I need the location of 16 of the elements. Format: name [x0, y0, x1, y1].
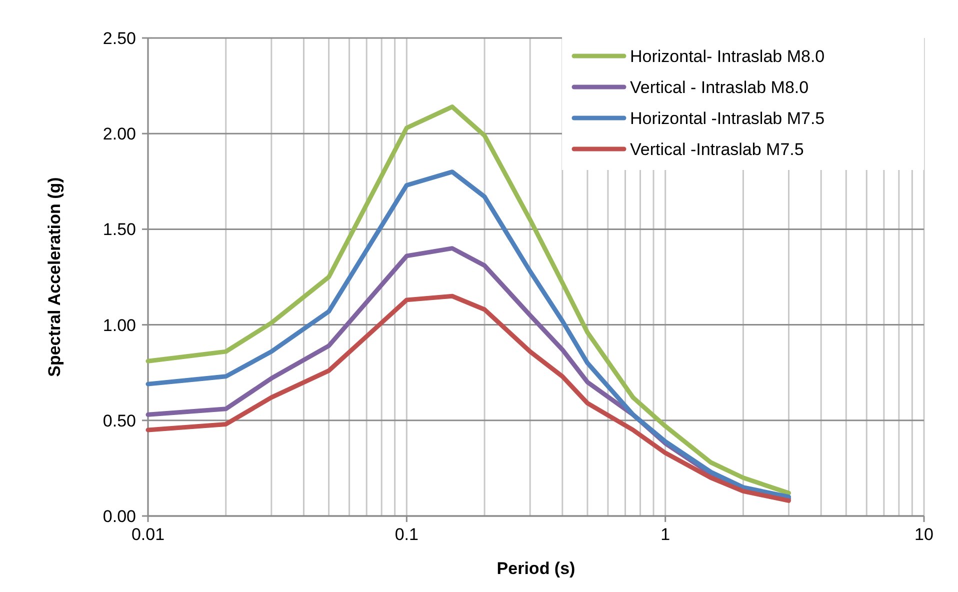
legend-label: Horizontal -Intraslab M7.5	[630, 109, 825, 128]
legend-label: Vertical -Intraslab M7.5	[630, 140, 804, 159]
x-tick-label: 1	[660, 525, 670, 544]
x-tick-label: 0.1	[394, 525, 418, 544]
x-tick-label: 10	[914, 525, 934, 544]
y-axis-title: Spectral Acceleration (g)	[45, 177, 64, 377]
y-tick-label: 0.00	[102, 507, 136, 526]
y-tick-label: 1.50	[102, 220, 136, 240]
legend-label: Horizontal- Intraslab M8.0	[630, 47, 825, 66]
y-tick-label: 2.00	[102, 124, 136, 144]
x-tick-label: 0.01	[131, 525, 165, 544]
x-axis-title: Period (s)	[496, 559, 576, 578]
legend-label: Vertical - Intraslab M8.0	[630, 78, 809, 97]
y-tick-label: 2.50	[102, 29, 136, 48]
y-tick-label: 0.50	[102, 411, 136, 430]
y-tick-label: 1.00	[102, 316, 136, 335]
